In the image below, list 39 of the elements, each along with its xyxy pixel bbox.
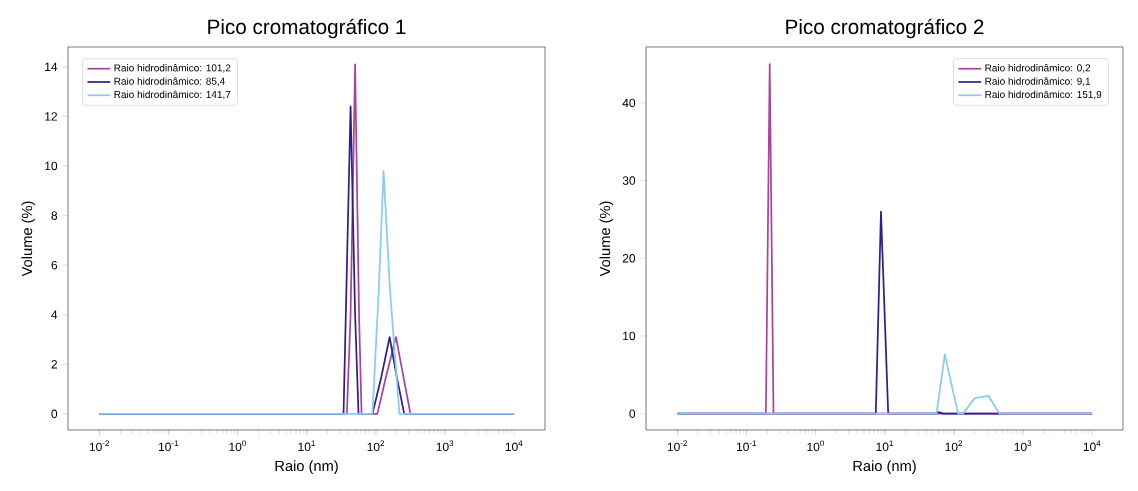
x-tick-label: 10$^{4}$ bbox=[1083, 440, 1101, 452]
y-tick-label: 12 bbox=[45, 112, 57, 121]
chart-title: Pico cromatográfico 2 bbox=[786, 18, 984, 39]
x-tick-label: 10$^{-2}$ bbox=[89, 440, 110, 452]
x-axis-title: Raio (nm) bbox=[853, 460, 916, 474]
y-tick-label: 14 bbox=[45, 62, 58, 71]
y-tick-label: 6 bbox=[51, 260, 58, 270]
legend-label: Raio hidrodinâmico: 85,4 bbox=[114, 77, 225, 86]
y-tick-label: 8 bbox=[51, 211, 58, 220]
y-tick-label: 30 bbox=[622, 176, 636, 185]
y-axis-title: Volume (%) bbox=[21, 201, 36, 277]
x-tick-label: 10$^{3}$ bbox=[1014, 440, 1032, 452]
legend-label: Raio hidrodinâmico: 101,2 bbox=[114, 64, 231, 73]
y-tick-label: 10 bbox=[45, 161, 58, 171]
x-tick-label: 10$^{2}$ bbox=[945, 440, 963, 452]
y-tick-label: 4 bbox=[51, 310, 58, 319]
legend-label: Raio hidrodinâmico: 151,9 bbox=[985, 90, 1102, 100]
y-tick-label: 10 bbox=[623, 331, 636, 341]
y-tick-label: 2 bbox=[51, 360, 57, 369]
x-tick-label: 10$^{1}$ bbox=[298, 440, 315, 452]
x-tick-label: 10$^{-1}$ bbox=[158, 440, 179, 452]
x-tick-label: 10$^{4}$ bbox=[505, 440, 523, 452]
legend-label: Raio hidrodinâmico: 141,7 bbox=[114, 90, 231, 100]
x-tick-label: 10$^{3}$ bbox=[436, 440, 454, 452]
y-tick-label: 20 bbox=[622, 254, 636, 263]
x-tick-label: 10$^{1}$ bbox=[876, 440, 893, 452]
x-tick-label: 10$^{0}$ bbox=[807, 440, 824, 452]
y-tick-label: 0 bbox=[629, 409, 636, 418]
x-tick-label: 10$^{-1}$ bbox=[736, 440, 757, 452]
y-tick-label: 0 bbox=[51, 409, 58, 419]
legend-label: Raio hidrodinâmico: 0,2 bbox=[985, 64, 1091, 73]
y-axis-title: Volume (%) bbox=[599, 201, 614, 277]
x-tick-label: 10$^{-2}$ bbox=[667, 440, 688, 452]
x-tick-label: 10$^{0}$ bbox=[229, 440, 246, 452]
x-tick-label: 10$^{2}$ bbox=[367, 440, 385, 452]
legend-label: Raio hidrodinâmico: 9,1 bbox=[985, 77, 1091, 86]
y-tick-label: 40 bbox=[622, 98, 636, 108]
chart-title: Pico cromatográfico 1 bbox=[208, 18, 406, 39]
x-axis-title: Raio (nm) bbox=[275, 460, 338, 474]
